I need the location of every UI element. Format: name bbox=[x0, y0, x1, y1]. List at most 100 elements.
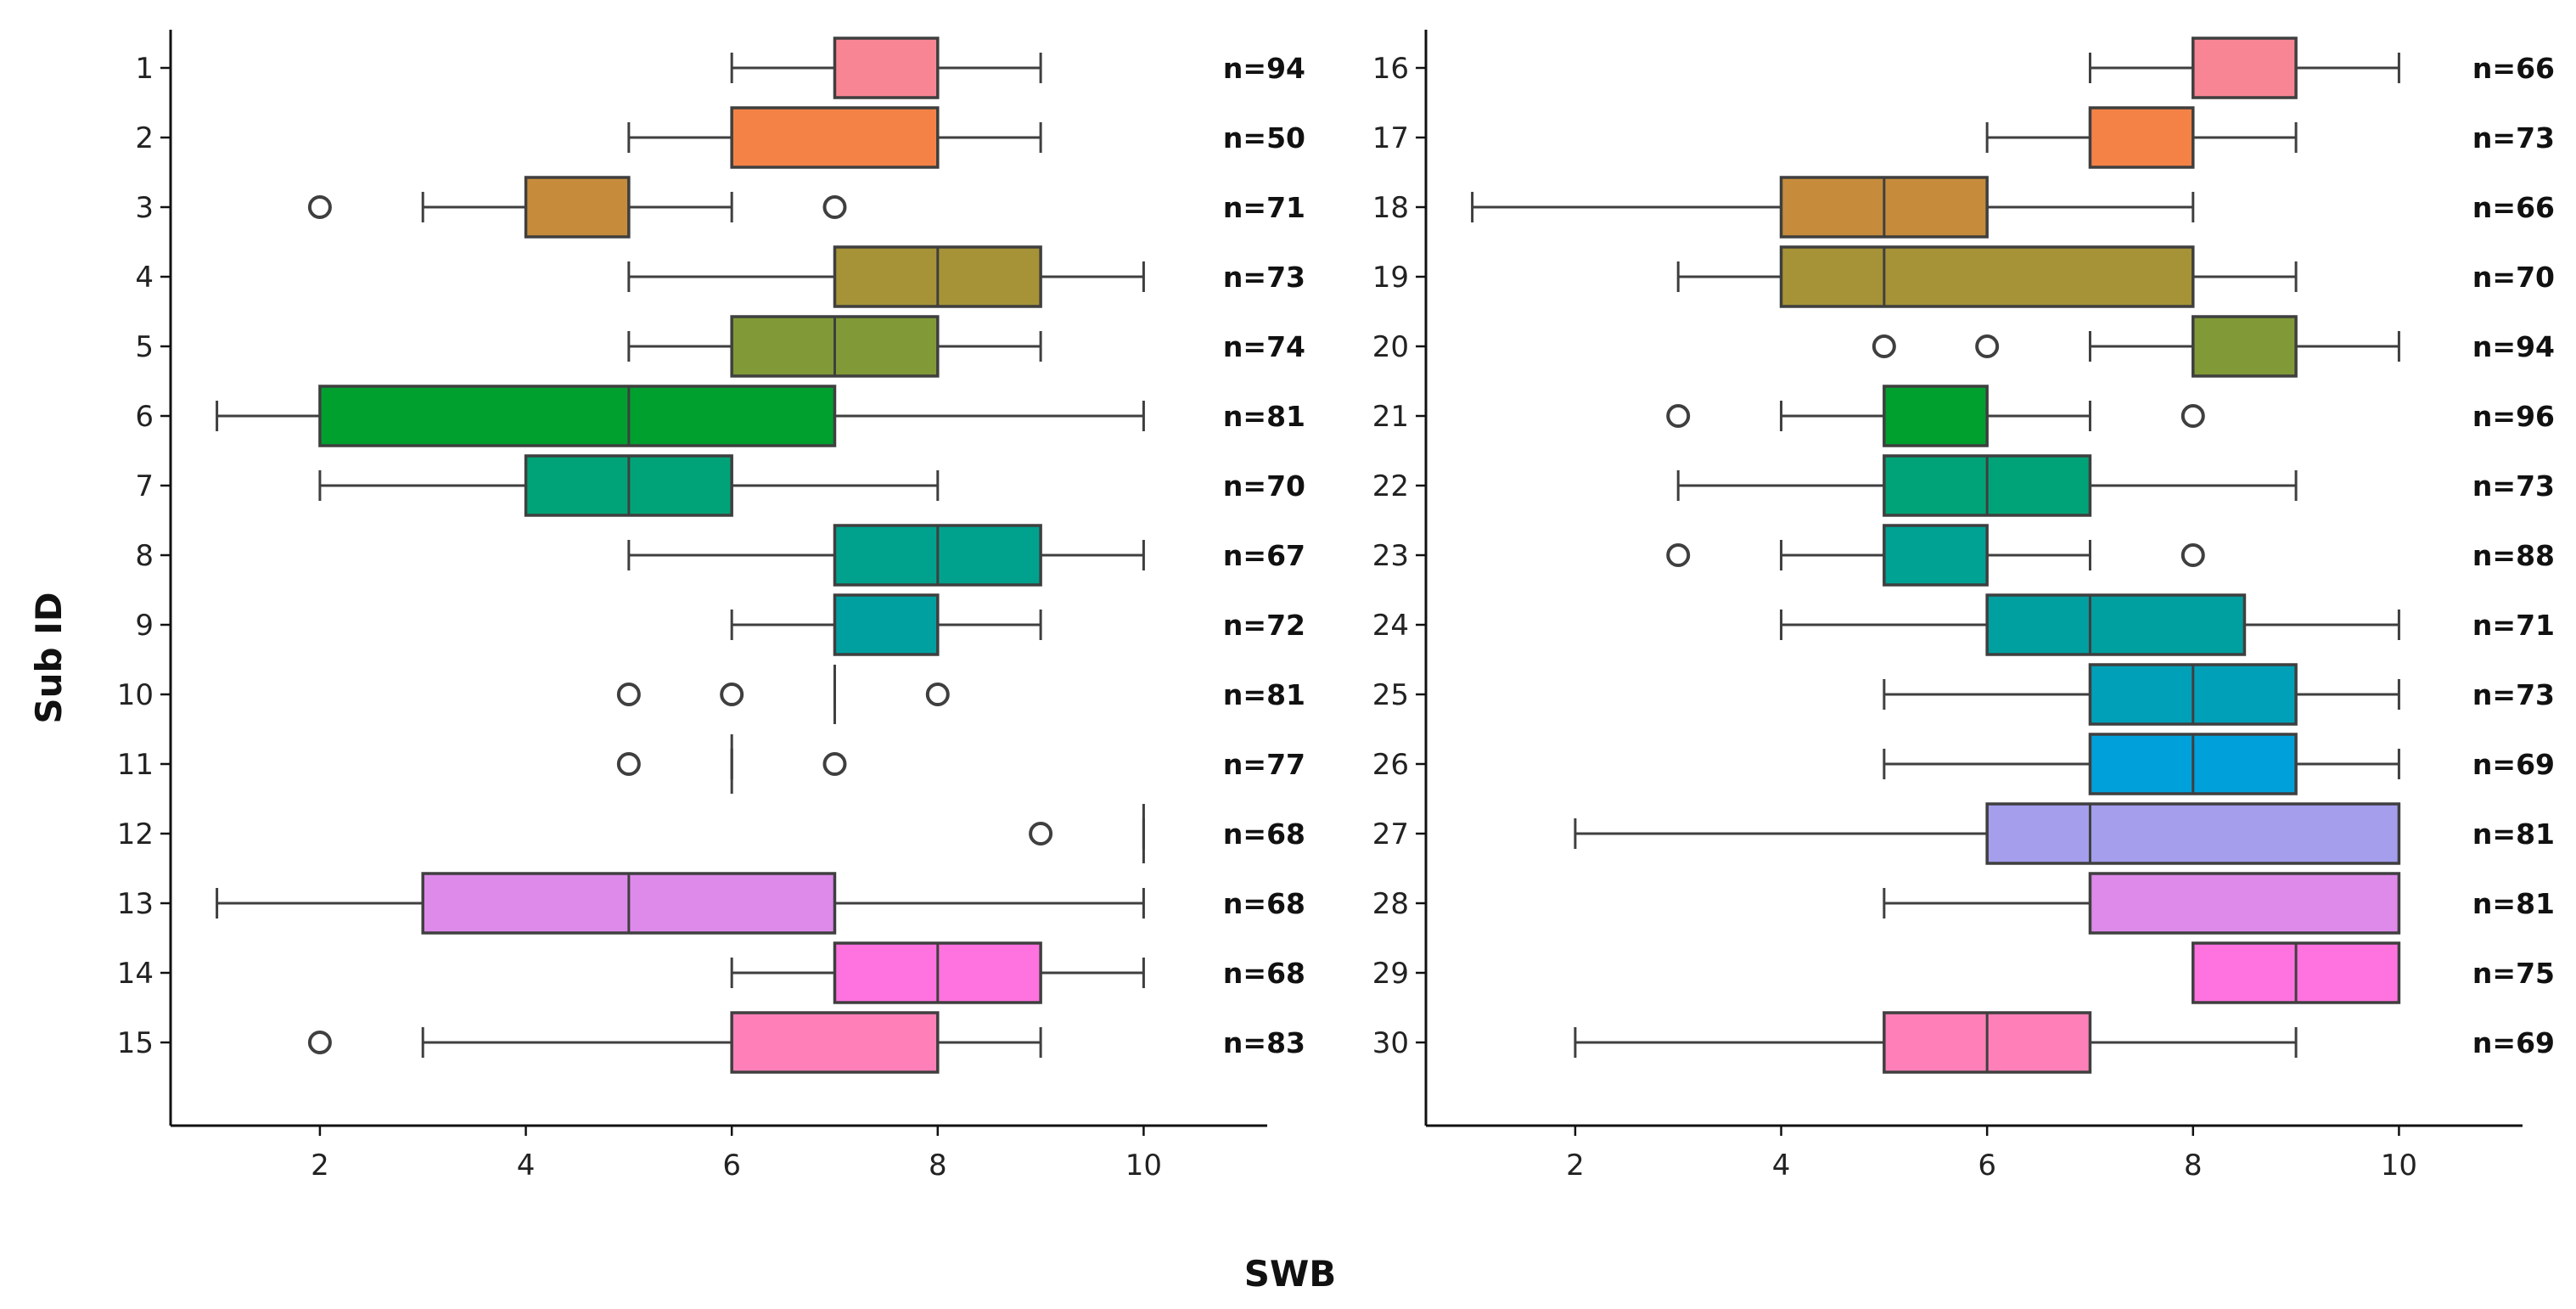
n-count-label: n=73 bbox=[1223, 261, 1305, 294]
box-25: 25 n=73 bbox=[1372, 663, 2555, 726]
x-axis-label: SWB bbox=[1244, 1253, 1337, 1295]
n-count-label: n=81 bbox=[1223, 400, 1305, 433]
n-count-label: n=77 bbox=[1223, 748, 1305, 781]
outlier-point bbox=[616, 683, 641, 706]
iqr-box bbox=[730, 1011, 940, 1074]
iqr-box bbox=[1779, 245, 2195, 308]
n-count-label: n=71 bbox=[1223, 191, 1305, 224]
y-tick-label: 25 bbox=[1372, 678, 1409, 712]
y-tick-label: 26 bbox=[1372, 748, 1409, 782]
n-count-label: n=81 bbox=[1223, 678, 1305, 711]
n-count-label: n=81 bbox=[2472, 817, 2555, 851]
box-16: 16 n=66 bbox=[1372, 37, 2555, 99]
n-count-label: n=88 bbox=[2472, 539, 2555, 572]
y-tick-label: 14 bbox=[117, 957, 154, 991]
y-tick-label: 2 bbox=[135, 121, 154, 155]
n-count-label: n=66 bbox=[2472, 191, 2555, 224]
y-tick-label: 3 bbox=[135, 191, 154, 225]
box-10: 10 n=81 bbox=[117, 665, 1305, 724]
iqr-box bbox=[2192, 37, 2298, 99]
box-13: 13 n=68 bbox=[117, 872, 1305, 935]
iqr-box bbox=[2088, 872, 2401, 935]
x-tick-label: 2 bbox=[1566, 1149, 1585, 1183]
y-tick-label: 27 bbox=[1372, 817, 1409, 851]
n-count-label: n=66 bbox=[2472, 52, 2555, 85]
outlier-point bbox=[822, 752, 847, 776]
y-tick-label: 20 bbox=[1372, 330, 1409, 364]
box-30: 30 n=69 bbox=[1372, 1011, 2555, 1074]
iqr-box bbox=[318, 385, 837, 447]
n-count-label: n=72 bbox=[1223, 609, 1305, 642]
n-count-label: n=68 bbox=[1223, 817, 1305, 851]
y-tick-label: 10 bbox=[117, 678, 154, 712]
outlier-point bbox=[1666, 404, 1691, 428]
iqr-box bbox=[730, 106, 940, 169]
iqr-box bbox=[1985, 802, 2401, 865]
n-count-label: n=69 bbox=[2472, 1026, 2555, 1059]
outlier-point bbox=[616, 752, 641, 776]
y-tick-label: 11 bbox=[117, 748, 154, 782]
y-tick-label: 12 bbox=[117, 817, 154, 851]
n-count-label: n=73 bbox=[2472, 469, 2555, 503]
x-tick-label: 10 bbox=[1125, 1149, 1162, 1183]
box-24: 24 n=71 bbox=[1372, 593, 2555, 656]
n-count-label: n=71 bbox=[2472, 609, 2555, 642]
n-count-label: n=96 bbox=[2472, 400, 2555, 433]
y-axis-label: Sub ID bbox=[28, 592, 70, 723]
y-tick-label: 23 bbox=[1372, 539, 1409, 573]
outlier-point bbox=[307, 1031, 332, 1054]
box-23: 23 n=88 bbox=[1372, 524, 2555, 587]
box-29: 29 n=75 bbox=[1372, 941, 2555, 1004]
y-tick-label: 13 bbox=[117, 887, 154, 921]
x-tick-label: 2 bbox=[311, 1149, 329, 1183]
n-count-label: n=73 bbox=[2472, 678, 2555, 711]
box-12: 12 n=68 bbox=[117, 804, 1305, 863]
box-7: 7 n=70 bbox=[135, 454, 1305, 517]
y-tick-label: 15 bbox=[117, 1026, 154, 1060]
box-17: 17 n=73 bbox=[1372, 106, 2555, 169]
y-tick-label: 4 bbox=[135, 261, 154, 295]
iqr-box bbox=[1985, 593, 2247, 656]
x-tick-label: 6 bbox=[1978, 1149, 1996, 1183]
iqr-box bbox=[833, 593, 940, 656]
box-22: 22 n=73 bbox=[1372, 454, 2555, 517]
iqr-box bbox=[1883, 385, 1989, 447]
iqr-box bbox=[833, 37, 940, 99]
x-tick-label: 8 bbox=[929, 1149, 947, 1183]
y-tick-label: 6 bbox=[135, 400, 154, 434]
n-count-label: n=50 bbox=[1223, 121, 1305, 154]
n-count-label: n=68 bbox=[1223, 887, 1305, 920]
box-9: 9 n=72 bbox=[135, 593, 1305, 656]
left-panel: 2 4 6 8 10 1 n=94 2 n=50 3 n=71 4 n=73 5 n=74 6 n=81 7 n=7… bbox=[117, 30, 1305, 1183]
y-tick-label: 29 bbox=[1372, 957, 1409, 991]
box-19: 19 n=70 bbox=[1372, 245, 2555, 308]
x-tick-label: 10 bbox=[2381, 1149, 2417, 1183]
outlier-point bbox=[307, 195, 332, 219]
outlier-point bbox=[720, 683, 744, 706]
y-tick-label: 16 bbox=[1372, 52, 1409, 86]
y-tick-label: 28 bbox=[1372, 887, 1409, 921]
outlier-point bbox=[1872, 334, 1896, 358]
n-count-label: n=67 bbox=[1223, 539, 1305, 572]
y-tick-label: 24 bbox=[1372, 609, 1409, 643]
y-tick-label: 1 bbox=[135, 52, 154, 86]
n-count-label: n=94 bbox=[1223, 52, 1305, 85]
x-tick-label: 6 bbox=[722, 1149, 741, 1183]
outlier-point bbox=[1666, 543, 1691, 567]
y-tick-label: 22 bbox=[1372, 469, 1409, 503]
box-5: 5 n=74 bbox=[135, 315, 1305, 378]
box-15: 15 n=83 bbox=[117, 1011, 1305, 1074]
y-tick-label: 18 bbox=[1372, 191, 1409, 225]
iqr-box bbox=[2088, 106, 2195, 169]
box-27: 27 n=81 bbox=[1372, 802, 2555, 865]
n-count-label: n=75 bbox=[2472, 957, 2555, 990]
box-21: 21 n=96 bbox=[1372, 385, 2555, 447]
x-tick-label: 4 bbox=[517, 1149, 536, 1183]
box-3: 3 n=71 bbox=[135, 176, 1305, 239]
n-count-label: n=70 bbox=[1223, 469, 1305, 503]
y-tick-label: 5 bbox=[135, 330, 154, 364]
box-1: 1 n=94 bbox=[135, 37, 1305, 99]
n-count-label: n=81 bbox=[2472, 887, 2555, 920]
